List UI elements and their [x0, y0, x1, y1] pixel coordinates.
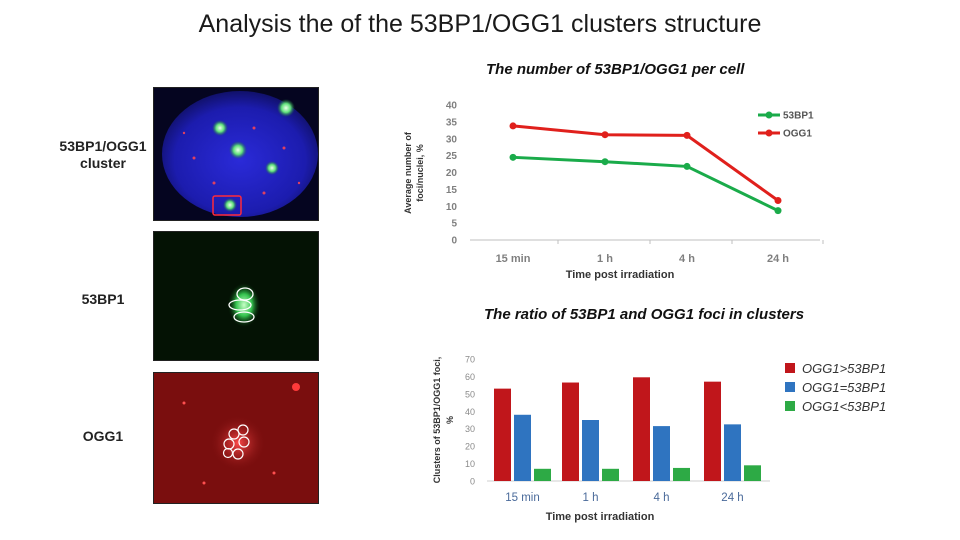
line-chart-y-tick: 15 — [446, 185, 458, 196]
bar-chart-title: The ratio of 53BP1 and OGG1 foci in clus… — [484, 306, 805, 323]
merged-micrograph-image — [162, 91, 318, 217]
line-point-ogg1 — [509, 122, 517, 130]
bar-chart-y-tick: 20 — [465, 442, 475, 452]
line-point-ogg1 — [601, 131, 609, 139]
line-series-53bp1 — [512, 155, 779, 212]
line-chart-xlabel: Time post irradiation — [566, 269, 675, 281]
bar-ogg1-gt-53bp1 — [704, 381, 721, 481]
line-chart-y-tick: 35 — [446, 117, 458, 128]
bar-legend-swatch — [785, 401, 795, 411]
bar-ogg1-eq-53bp1 — [653, 426, 670, 481]
bar-ogg1-gt-53bp1 — [562, 382, 579, 481]
bar-ogg1-lt-53bp1 — [744, 465, 761, 481]
line-legend-label: OGG1 — [783, 129, 812, 140]
bar-legend-label: OGG1=53BP1 — [802, 380, 886, 395]
bar-chart-y-tick: 50 — [465, 389, 475, 399]
line-point-ogg1 — [774, 197, 782, 205]
bar-ogg1-eq-53bp1 — [724, 424, 741, 481]
line-chart-y-tick: 20 — [446, 168, 458, 179]
bar-ogg1-eq-53bp1 — [514, 414, 531, 481]
bar-legend-label: OGG1>53BP1 — [802, 361, 886, 376]
line-chart: Average number of foci/nuclei, % 0 5 10 15 2… — [403, 101, 824, 281]
bar-ogg1-gt-53bp1 — [494, 388, 511, 481]
bar-chart-x-tick: 1 h — [583, 492, 599, 504]
line-point-53bp1 — [683, 162, 691, 170]
line-chart-x-tick: 1 h — [597, 253, 613, 265]
cluster-label: 53BP1/OGG1 cluster — [48, 138, 158, 172]
merged-micrograph — [153, 87, 319, 221]
bar-ogg1-eq-53bp1 — [582, 420, 599, 481]
bar-legend-label: OGG1<53BP1 — [802, 399, 886, 414]
bar-chart-x-tick: 24 h — [721, 492, 743, 504]
bar-legend-swatch — [785, 382, 795, 392]
bar-ogg1-gt-53bp1 — [633, 377, 650, 481]
line-series-ogg1 — [512, 124, 779, 202]
bar-legend-swatch — [785, 363, 795, 373]
cluster-label-line1: 53BP1/OGG1 — [59, 138, 147, 154]
bar-chart-y-tick: 30 — [465, 424, 475, 434]
bar-chart-y-tick: 70 — [465, 355, 475, 365]
line-legend-label: 53BP1 — [783, 111, 814, 122]
bar-ogg1-lt-53bp1 — [673, 467, 690, 481]
line-chart-y-tick: 40 — [446, 101, 458, 112]
green-channel-label: 53BP1 — [81, 291, 125, 307]
line-legend-marker — [765, 129, 773, 137]
line-chart-y-tick: 25 — [446, 151, 458, 162]
bar-chart-ylabel-line1: Clusters of 53BP1/OGG1 foci, — [432, 357, 442, 484]
cluster-label-line2: cluster — [80, 155, 126, 171]
bar-chart-xlabel: Time post irradiation — [546, 511, 655, 523]
bar-chart-y-tick: 40 — [465, 407, 475, 417]
line-chart-y-tick: 10 — [446, 202, 458, 213]
green-micrograph — [153, 231, 319, 361]
red-micrograph — [153, 372, 319, 504]
line-chart-ylabel-line2: foci/nuclei, % — [415, 144, 425, 202]
bar-chart-y-tick: 10 — [465, 459, 475, 469]
bar-chart-y-tick: 0 — [470, 477, 475, 487]
bar-chart: Clusters of 53BP1/OGG1 foci, % 0 10 20 30 40… — [432, 355, 886, 524]
red-micrograph-image — [182, 383, 300, 485]
bar-chart-x-tick: 4 h — [654, 492, 670, 504]
line-chart-x-tick: 24 h — [767, 253, 789, 265]
bar-chart-ylabel: Clusters of 53BP1/OGG1 foci, % — [432, 357, 455, 484]
red-channel-label: OGG1 — [82, 428, 124, 444]
line-chart-y-tick: 5 — [451, 219, 457, 230]
line-point-53bp1 — [509, 153, 517, 161]
slide-title: Analysis the of the 53BP1/OGG1 clusters … — [198, 10, 762, 38]
green-micrograph-image — [228, 283, 260, 327]
bar-chart-x-tick: 15 min — [505, 492, 540, 504]
line-chart-ylabel-line1: Average number of — [403, 131, 413, 214]
line-point-53bp1 — [774, 207, 782, 215]
line-chart-title: The number of 53BP1/OGG1 per cell — [486, 61, 745, 78]
line-point-53bp1 — [601, 158, 609, 166]
bar-chart-y-tick: 60 — [465, 372, 475, 382]
line-legend-marker — [765, 111, 773, 119]
line-chart-y-tick: 30 — [446, 134, 458, 145]
line-chart-x-tick: 4 h — [679, 253, 695, 265]
bar-ogg1-lt-53bp1 — [602, 468, 619, 481]
bar-chart-ylabel-line2: % — [445, 416, 455, 424]
line-chart-ylabel: Average number of foci/nuclei, % — [403, 131, 425, 214]
line-point-ogg1 — [683, 131, 691, 139]
line-chart-y-tick: 0 — [451, 236, 457, 247]
bar-ogg1-lt-53bp1 — [534, 468, 551, 481]
line-chart-x-tick: 15 min — [496, 253, 531, 265]
